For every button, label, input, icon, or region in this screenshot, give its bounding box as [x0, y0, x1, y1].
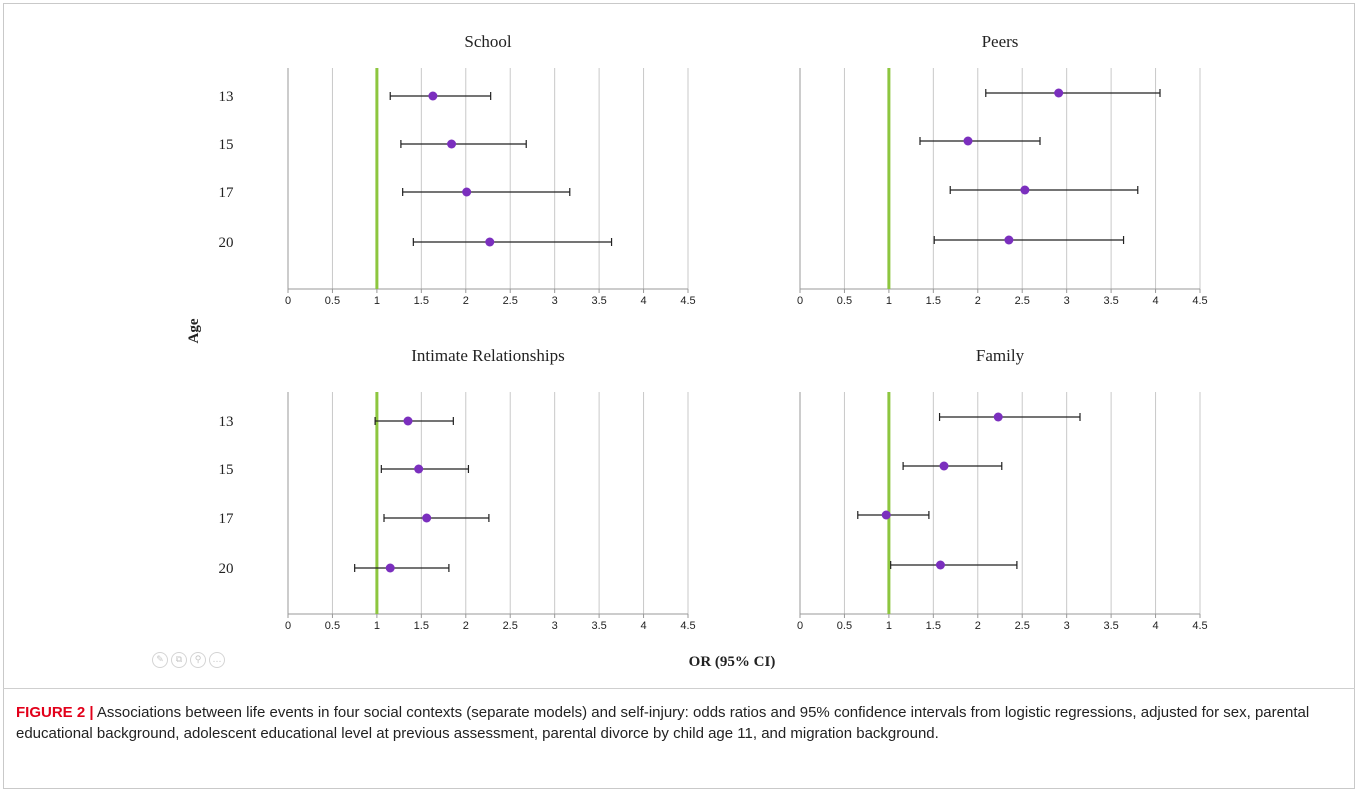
panel-title: Family — [976, 346, 1025, 365]
odds-ratio-point — [428, 91, 438, 101]
x-tick-label: 1 — [374, 620, 380, 632]
x-tick-label: 0 — [797, 620, 803, 632]
x-tick-label: 2.5 — [1015, 620, 1030, 632]
x-tick-label: 2.5 — [503, 620, 518, 632]
age-category-label: 20 — [219, 561, 234, 577]
x-tick-label: 1.5 — [414, 295, 429, 307]
caption-label: FIGURE 2 | — [16, 704, 94, 721]
odds-ratio-point — [414, 464, 424, 474]
x-tick-label: 1 — [886, 620, 892, 632]
age-category-label: 17 — [219, 511, 235, 527]
x-tick-label: 3 — [552, 620, 558, 632]
x-tick-label: 2 — [975, 295, 981, 307]
x-tick-label: 4.5 — [680, 620, 695, 632]
x-tick-label: 0.5 — [325, 295, 340, 307]
zoom-icon[interactable]: ⚲ — [190, 652, 206, 668]
x-tick-label: 3.5 — [591, 620, 606, 632]
copy-icon[interactable]: ⧉ — [171, 652, 187, 668]
x-tick-label: 1.5 — [926, 620, 941, 632]
x-tick-label: 0.5 — [325, 620, 340, 632]
figure-toolbar: ✎ ⧉ ⚲… — [152, 652, 225, 668]
caption-text: Associations between life events in four… — [16, 704, 1310, 742]
x-tick-label: 4 — [1152, 620, 1158, 632]
y-axis-title: Age — [186, 318, 202, 343]
odds-ratio-point — [1054, 88, 1064, 98]
figure-caption: FIGURE 2 | Associations between life eve… — [16, 702, 1336, 744]
x-tick-label: 2.5 — [1015, 295, 1030, 307]
panel-title: Peers — [982, 32, 1019, 51]
x-tick-label: 1.5 — [414, 620, 429, 632]
x-tick-label: 3.5 — [1103, 295, 1118, 307]
odds-ratio-point — [1004, 235, 1014, 245]
age-category-label: 15 — [219, 462, 234, 478]
x-tick-label: 4.5 — [1192, 295, 1207, 307]
x-tick-label: 1 — [886, 295, 892, 307]
odds-ratio-point — [447, 139, 457, 149]
x-tick-label: 1.5 — [926, 295, 941, 307]
panel-family: Family 0 0.5 1 1.5 2 2.5 3 3.5 4 4.5 — [797, 346, 1208, 632]
x-tick-label: 0 — [285, 295, 291, 307]
panel-title: Intimate Relationships — [411, 346, 564, 365]
x-tick-label: 3.5 — [591, 295, 606, 307]
panel-school: School 0 0.5 1 1.5 2 2.5 3 3.5 4 4.5 13 15 17 20 — [219, 32, 696, 307]
odds-ratio-point — [939, 461, 949, 471]
x-tick-label: 0 — [285, 620, 291, 632]
odds-ratio-point — [485, 237, 495, 247]
age-category-label: 13 — [219, 89, 234, 105]
x-tick-label: 4 — [640, 295, 646, 307]
odds-ratio-point — [993, 412, 1003, 422]
panel-intimate-relationships: Intimate Relationships 0 0.5 1 1.5 2 2.5 3 3.5 4 4… — [219, 346, 696, 632]
age-category-label: 20 — [219, 235, 234, 251]
x-tick-label: 0 — [797, 295, 803, 307]
x-tick-label: 4 — [1152, 295, 1158, 307]
x-axis-title: OR (95% CI) — [689, 654, 776, 670]
age-category-label: 13 — [219, 414, 234, 430]
figure-frame — [3, 3, 1355, 789]
odds-ratio-point — [462, 187, 472, 197]
odds-ratio-point — [422, 513, 432, 523]
odds-ratio-point — [1020, 185, 1030, 195]
x-tick-label: 3.5 — [1103, 620, 1118, 632]
x-tick-label: 0.5 — [837, 620, 852, 632]
edit-icon[interactable]: ✎ — [152, 652, 168, 668]
x-tick-label: 2 — [975, 620, 981, 632]
odds-ratio-point — [963, 136, 973, 146]
x-tick-label: 3 — [552, 295, 558, 307]
odds-ratio-point — [403, 416, 413, 426]
x-tick-label: 3 — [1064, 620, 1070, 632]
x-tick-label: 2.5 — [503, 295, 518, 307]
odds-ratio-point — [881, 510, 891, 520]
x-tick-label: 4 — [640, 620, 646, 632]
odds-ratio-point — [385, 563, 395, 573]
x-tick-label: 2 — [463, 295, 469, 307]
caption-divider — [3, 688, 1355, 689]
panel-title: School — [464, 32, 512, 51]
x-tick-label: 1 — [374, 295, 380, 307]
more-icon[interactable]: … — [209, 652, 225, 668]
panel-peers: Peers 0 0.5 1 1.5 2 2.5 3 3.5 4 4.5 — [797, 32, 1208, 307]
x-tick-label: 3 — [1064, 295, 1070, 307]
age-category-label: 17 — [219, 185, 235, 201]
odds-ratio-point — [935, 560, 945, 570]
x-tick-label: 0.5 — [837, 295, 852, 307]
x-tick-label: 4.5 — [680, 295, 695, 307]
age-category-label: 15 — [219, 137, 234, 153]
x-tick-label: 4.5 — [1192, 620, 1207, 632]
x-tick-label: 2 — [463, 620, 469, 632]
